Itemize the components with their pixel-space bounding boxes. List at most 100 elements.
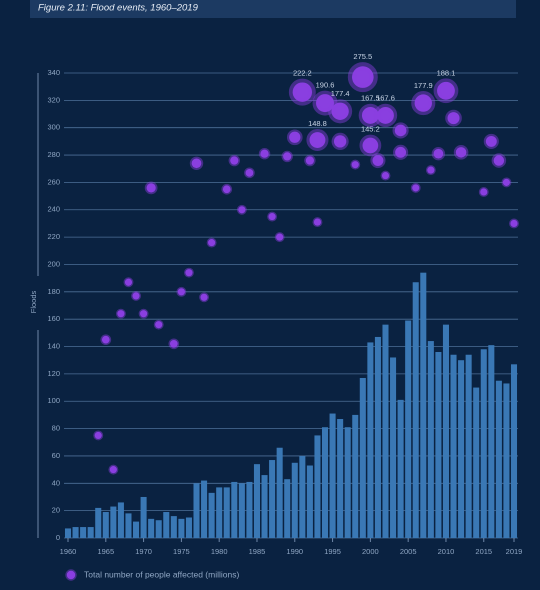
bubble xyxy=(183,267,194,278)
bubble xyxy=(236,204,247,215)
bubble xyxy=(478,187,489,197)
y-tick-label: 140 xyxy=(47,342,60,351)
bubble xyxy=(244,167,255,179)
bar xyxy=(140,496,147,538)
x-tick-label: 2005 xyxy=(400,547,417,556)
x-tick-label: 1970 xyxy=(135,547,152,556)
bar xyxy=(178,518,185,538)
bar xyxy=(299,455,306,538)
y-tick-label: 340 xyxy=(47,68,60,77)
bubble xyxy=(509,218,519,229)
bar xyxy=(329,413,336,538)
bar xyxy=(382,324,389,538)
bar xyxy=(246,481,253,538)
bubble xyxy=(93,430,104,441)
bar xyxy=(321,427,329,538)
bar xyxy=(110,506,117,538)
x-tick-label: 1985 xyxy=(249,547,266,556)
bar xyxy=(185,517,192,538)
bar xyxy=(269,460,276,538)
bar xyxy=(420,272,427,538)
bar xyxy=(201,480,208,538)
bubble xyxy=(483,133,499,149)
bar xyxy=(503,383,510,538)
bar xyxy=(231,481,238,538)
x-tick-label: 1990 xyxy=(286,547,303,556)
bar xyxy=(306,465,313,538)
x-tick-label: 1965 xyxy=(97,547,114,556)
data-label: 148.8 xyxy=(308,119,327,128)
bubble xyxy=(138,308,149,319)
bar xyxy=(337,419,344,538)
bubble xyxy=(373,103,398,128)
bar xyxy=(261,475,268,538)
bubble xyxy=(410,182,421,193)
bubble xyxy=(359,134,382,157)
bar xyxy=(163,512,170,538)
bubble xyxy=(153,319,164,330)
y-tick-label: 180 xyxy=(47,287,60,296)
bar xyxy=(458,360,465,538)
bubble xyxy=(370,152,386,169)
bubble xyxy=(312,217,323,228)
y-tick-label: 80 xyxy=(52,424,60,433)
data-label: 167.6 xyxy=(376,94,395,103)
y-tick-label: 300 xyxy=(47,123,60,132)
bar xyxy=(465,354,472,538)
bubble xyxy=(131,290,141,301)
bar xyxy=(427,341,434,538)
bubble xyxy=(304,154,316,167)
y-tick-label: 280 xyxy=(47,150,60,159)
bubble xyxy=(491,153,507,168)
bubble xyxy=(206,237,217,248)
bar xyxy=(435,352,442,538)
y-tick-label: 60 xyxy=(52,451,60,460)
bar xyxy=(480,349,487,538)
x-tick-label: 2019 xyxy=(506,547,523,556)
bubble xyxy=(306,128,329,152)
x-tick-label: 2015 xyxy=(475,547,492,556)
title-box xyxy=(30,0,516,18)
bubble xyxy=(189,156,204,170)
bar xyxy=(510,364,518,538)
bar xyxy=(291,462,298,538)
data-label: 145.2 xyxy=(361,125,380,134)
bar xyxy=(170,516,177,538)
x-tick-label: 1995 xyxy=(324,547,341,556)
bar xyxy=(216,487,223,538)
bubble xyxy=(267,211,278,222)
y-tick-label: 320 xyxy=(47,95,60,104)
bar xyxy=(117,502,124,538)
bar xyxy=(253,464,261,538)
bubble xyxy=(350,159,361,170)
bar xyxy=(208,492,215,538)
y-tick-label: 100 xyxy=(47,396,60,405)
x-tick-label: 1975 xyxy=(173,547,190,556)
y-axis-label: Floods xyxy=(29,290,38,313)
data-label: 188.1 xyxy=(437,68,456,77)
bubble xyxy=(425,165,436,176)
y-tick-label: 20 xyxy=(52,506,60,515)
bar xyxy=(442,324,449,538)
bar xyxy=(314,435,321,538)
y-tick-label: 160 xyxy=(47,314,60,323)
bar xyxy=(80,527,87,538)
bubble xyxy=(433,78,459,104)
bubble xyxy=(144,181,158,195)
bubble xyxy=(288,78,316,106)
bar xyxy=(390,357,397,538)
bar xyxy=(102,512,109,538)
bubble xyxy=(221,183,233,195)
bar xyxy=(495,380,502,538)
x-tick-label: 2000 xyxy=(362,547,379,556)
bubble xyxy=(453,145,469,160)
y-tick-label: 120 xyxy=(47,369,60,378)
y-tick-label: 40 xyxy=(52,478,60,487)
x-tick-label: 1980 xyxy=(211,547,228,556)
bar xyxy=(450,354,457,538)
bar xyxy=(276,447,283,538)
bubble xyxy=(115,308,126,319)
bar xyxy=(95,507,102,538)
y-tick-label: 220 xyxy=(47,232,60,241)
